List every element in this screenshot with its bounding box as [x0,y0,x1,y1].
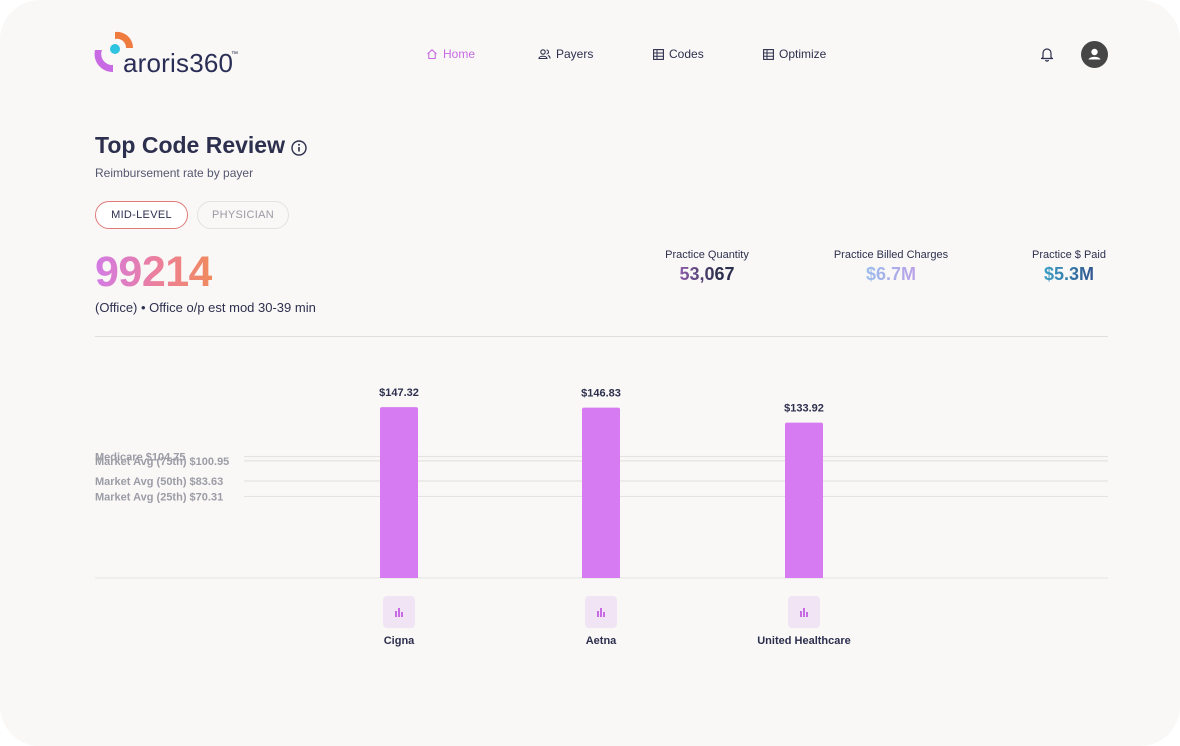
page-title: Top Code Review [95,132,285,158]
chart-bar [582,407,620,578]
payer-name-label: Cigna [383,635,415,647]
table-icon [763,48,774,60]
page-subtitle: Reimbursement rate by payer [95,166,254,180]
nav-home-label: Home [443,47,476,61]
stat-quantity-label: Practice Quantity [665,249,749,261]
app-logo[interactable]: aroris360 ™ [93,28,243,78]
bar-value-label: $147.32 [379,387,419,399]
user-avatar[interactable] [1081,41,1108,68]
chart-bar [785,422,823,578]
procedure-code: 99214 [95,248,213,296]
home-icon [427,49,437,60]
payer-name-label: Aetna [585,635,617,647]
payer-details-button[interactable] [383,596,415,628]
users-icon [538,49,551,60]
info-icon[interactable] [291,139,307,156]
logo-wordmark: aroris360 [123,48,234,78]
logo-trademark: ™ [231,51,238,58]
stat-billed-value: $6.7M [826,264,956,285]
toggle-mid-level[interactable]: MID-LEVEL [95,201,188,229]
table-icon [653,48,664,60]
reference-line-label: Medicare $104.75 [95,451,186,463]
procedure-code-description: (Office) • Office o/p est mod 30-39 min [95,300,316,315]
user-avatar-icon [1088,48,1101,60]
nav-payers[interactable]: Payers [538,45,593,63]
bar-chart-icon [395,608,403,617]
stat-quantity-value: 53,067 [657,264,757,285]
logo-mark-icon [94,31,133,73]
bell-icon[interactable] [1040,46,1054,62]
section-divider [95,336,1108,337]
stat-dollar-paid: Practice $ Paid $5.3M [1026,249,1112,285]
reference-line-label: Market Avg (50th) $83.63 [95,476,223,488]
payer-details-button[interactable] [585,596,617,628]
bar-value-label: $133.92 [784,403,824,415]
stat-paid-value: $5.3M [1026,264,1112,285]
reference-line-label: Market Avg (75th) $100.95 [95,456,229,468]
bar-chart-icon [800,608,808,617]
nav-codes[interactable]: Codes [653,45,704,63]
nav-payers-label: Payers [556,47,594,61]
toggle-physician[interactable]: PHYSICIAN [197,201,289,229]
nav-codes-label: Codes [669,47,704,61]
title-row: Top Code Review [95,132,307,159]
chart-bar [380,407,418,578]
stat-billed-label: Practice Billed Charges [833,249,949,261]
stat-billed-charges: Practice Billed Charges $6.7M [826,249,956,285]
nav-home[interactable]: Home [426,45,475,63]
bar-chart-icon [597,608,605,617]
nav-optimize[interactable]: Optimize [763,45,826,63]
payer-details-button[interactable] [788,596,820,628]
payer-name-label: United Healthcare [757,635,851,647]
nav-optimize-label: Optimize [779,47,827,61]
stat-paid-label: Practice $ Paid [1032,249,1106,261]
stat-practice-quantity: Practice Quantity 53,067 [657,249,757,285]
bar-value-label: $146.83 [581,388,621,400]
reference-line-label: Market Avg (25th) $70.31 [95,491,223,503]
